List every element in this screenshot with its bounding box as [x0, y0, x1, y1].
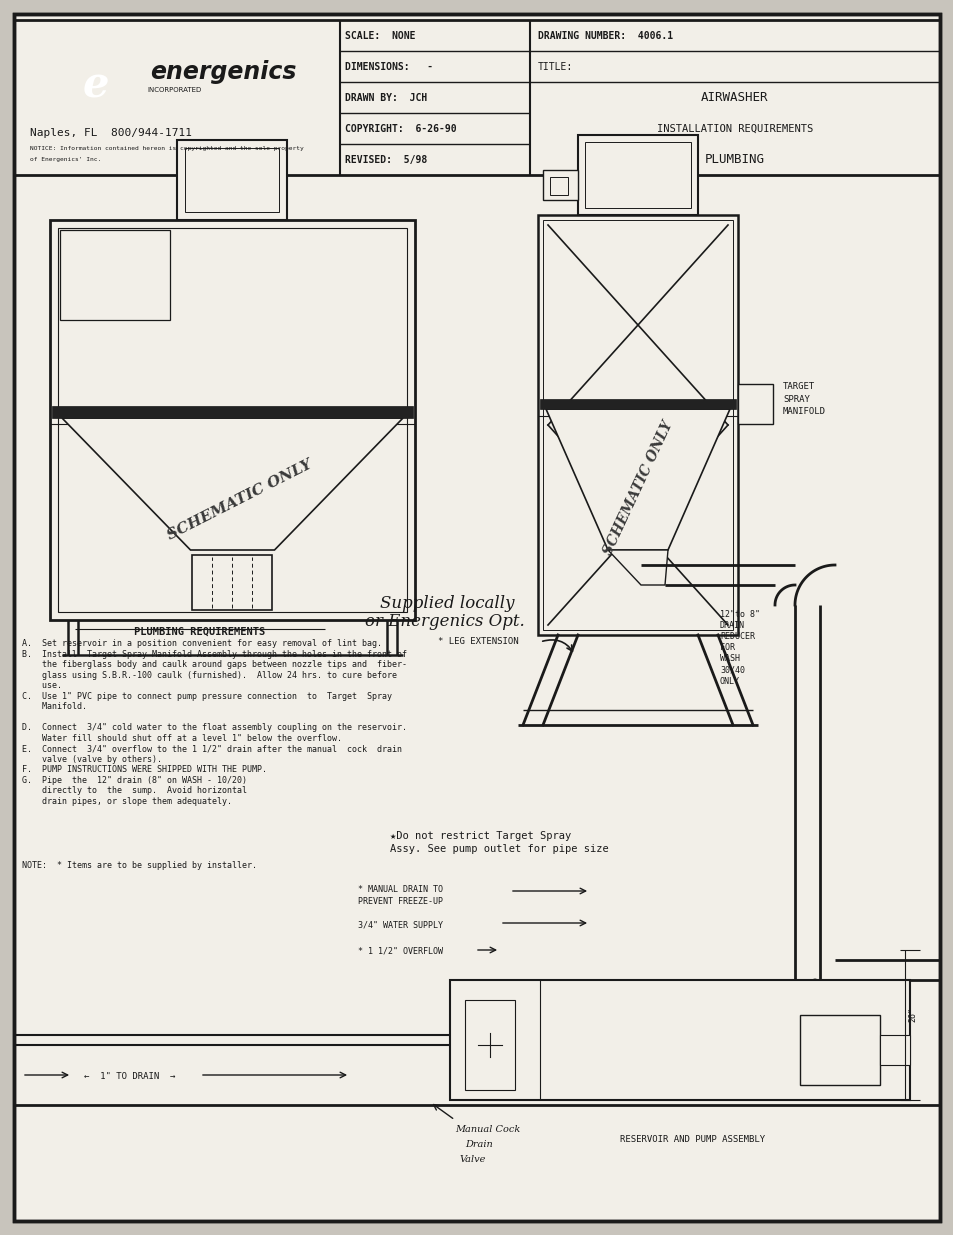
Text: Water fill should shut off at a level 1" below the overflow.: Water fill should shut off at a level 1"… — [22, 734, 341, 742]
Text: energenics: energenics — [150, 59, 296, 84]
Text: D.  Connect  3/4" cold water to the float assembly coupling on the reservoir.: D. Connect 3/4" cold water to the float … — [22, 722, 407, 732]
Polygon shape — [607, 550, 667, 585]
Text: SCALE:  NONE: SCALE: NONE — [345, 31, 416, 41]
Bar — [60, 230, 170, 320]
Bar — [550, 177, 567, 195]
Text: PLUMBING: PLUMBING — [704, 153, 764, 165]
Bar — [177, 140, 287, 220]
Text: * MANUAL DRAIN TO: * MANUAL DRAIN TO — [357, 885, 442, 894]
Text: or Energenics Opt.: or Energenics Opt. — [365, 613, 524, 630]
Text: COPYRIGHT:  6-26-90: COPYRIGHT: 6-26-90 — [345, 124, 456, 133]
Text: DIMENSIONS:   -: DIMENSIONS: - — [345, 62, 433, 72]
Bar — [542, 220, 732, 630]
Text: glass using S.B.R.-100 caulk (furnished).  Allow 24 hrs. to cure before: glass using S.B.R.-100 caulk (furnished)… — [22, 671, 396, 679]
Text: 26": 26" — [907, 1008, 916, 1023]
Text: use.: use. — [22, 680, 62, 690]
Text: A.  Set reservoir in a position convenient for easy removal of lint bag.: A. Set reservoir in a position convenien… — [22, 638, 381, 648]
Bar — [584, 142, 690, 207]
Circle shape — [53, 51, 127, 125]
Text: ←  1" TO DRAIN  →: ← 1" TO DRAIN → — [84, 1072, 175, 1081]
Text: ★Do not restrict Target Spray: ★Do not restrict Target Spray — [390, 831, 571, 841]
Text: * LEG EXTENSION: * LEG EXTENSION — [437, 637, 518, 646]
Text: C.  Use 1" PVC pipe to connect pump pressure connection  to  Target  Spray: C. Use 1" PVC pipe to connect pump press… — [22, 692, 392, 700]
Text: drain pipes, or slope them adequately.: drain pipes, or slope them adequately. — [22, 797, 232, 805]
Text: 3/4" WATER SUPPLY: 3/4" WATER SUPPLY — [357, 920, 442, 929]
Text: 12"to 8"
DRAIN
REDUCER
FOR
WASH
30/40
ONLY: 12"to 8" DRAIN REDUCER FOR WASH 30/40 ON… — [720, 610, 760, 685]
Text: valve (valve by others).: valve (valve by others). — [22, 755, 162, 763]
Bar — [738, 384, 772, 424]
Bar — [50, 220, 415, 620]
Bar — [450, 981, 909, 1100]
Text: Manifold.: Manifold. — [22, 701, 87, 711]
Text: NOTE:  * Items are to be supplied by installer.: NOTE: * Items are to be supplied by inst… — [22, 861, 256, 869]
Bar — [193, 555, 273, 610]
Text: Naples, FL  800/944-1711: Naples, FL 800/944-1711 — [30, 128, 192, 138]
Text: DRAWN BY:  JCH: DRAWN BY: JCH — [345, 93, 427, 103]
Text: * 1 1/2" OVERFLOW: * 1 1/2" OVERFLOW — [357, 947, 442, 956]
Text: e: e — [83, 64, 110, 106]
Bar — [539, 399, 735, 409]
Text: TARGET
SPRAY
MANIFOLD: TARGET SPRAY MANIFOLD — [782, 382, 825, 416]
Circle shape — [767, 399, 778, 409]
Bar — [185, 148, 279, 212]
Bar — [879, 1035, 909, 1065]
Text: RESERVOIR AND PUMP ASSEMBLY: RESERVOIR AND PUMP ASSEMBLY — [619, 1135, 764, 1144]
Text: INCORPORATED: INCORPORATED — [148, 86, 202, 93]
Text: E.  Connect  3/4" overflow to the 1 1/2" drain after the manual  cock  drain: E. Connect 3/4" overflow to the 1 1/2" d… — [22, 743, 401, 753]
Text: Manual Cock: Manual Cock — [455, 1125, 519, 1134]
Text: Supplied locally: Supplied locally — [379, 595, 514, 613]
Text: Drain: Drain — [464, 1140, 493, 1149]
Text: of Energenics' Inc.: of Energenics' Inc. — [30, 157, 101, 162]
Circle shape — [477, 1032, 501, 1057]
Text: SCHEMATIC ONLY: SCHEMATIC ONLY — [165, 457, 314, 542]
Bar — [800, 1015, 879, 1086]
Text: PLUMBING REQUIREMENTS: PLUMBING REQUIREMENTS — [134, 627, 265, 637]
Polygon shape — [545, 409, 729, 550]
Bar — [58, 228, 407, 613]
Text: Assy. See pump outlet for pipe size: Assy. See pump outlet for pipe size — [390, 844, 608, 853]
Text: F.  PUMP INSTRUCTIONS WERE SHIPPED WITH THE PUMP.: F. PUMP INSTRUCTIONS WERE SHIPPED WITH T… — [22, 764, 267, 774]
Bar — [578, 135, 698, 215]
Text: the fiberglass body and caulk around gaps between nozzle tips and  fiber-: the fiberglass body and caulk around gap… — [22, 659, 407, 669]
Text: G.  Pipe  the  12" drain (8" on WASH - 10/20): G. Pipe the 12" drain (8" on WASH - 10/2… — [22, 776, 247, 784]
Text: NOTICE: Information contained hereon is copyrighted and the sole property: NOTICE: Information contained hereon is … — [30, 146, 303, 151]
Text: B.  Install  Target Spray Manifold Assembly through the holes in the front of: B. Install Target Spray Manifold Assembl… — [22, 650, 407, 658]
Polygon shape — [62, 417, 402, 550]
Text: REVISED:  5/98: REVISED: 5/98 — [345, 154, 427, 164]
Bar — [52, 406, 413, 417]
Bar — [464, 1000, 515, 1091]
Text: AIRWASHER: AIRWASHER — [700, 91, 768, 104]
Text: SCHEMATIC ONLY: SCHEMATIC ONLY — [600, 419, 675, 557]
Circle shape — [817, 1028, 862, 1072]
Text: TITLE:: TITLE: — [537, 62, 573, 72]
Text: DRAWING NUMBER:  4006.1: DRAWING NUMBER: 4006.1 — [537, 31, 673, 41]
Text: directly to  the  sump.  Avoid horizontal: directly to the sump. Avoid horizontal — [22, 785, 247, 795]
Text: PREVENT FREEZE-UP: PREVENT FREEZE-UP — [357, 897, 442, 906]
Text: INSTALLATION REQUIREMENTS: INSTALLATION REQUIREMENTS — [657, 124, 812, 133]
Text: Valve: Valve — [459, 1155, 486, 1165]
Bar — [537, 215, 738, 635]
Bar — [542, 170, 578, 200]
